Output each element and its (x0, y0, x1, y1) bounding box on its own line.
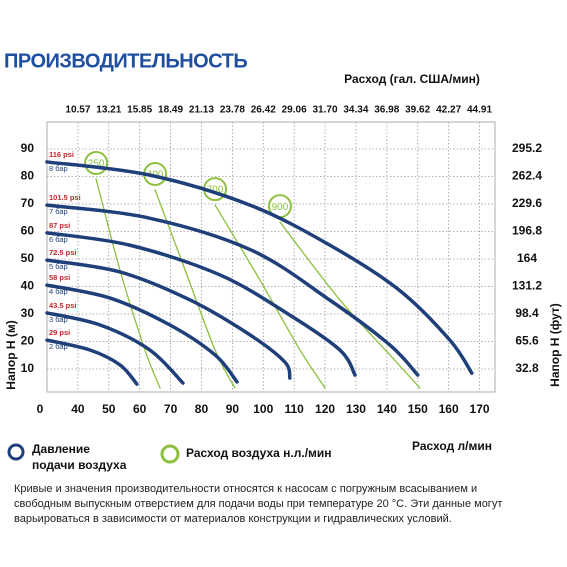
x-tick-label: 150 (408, 402, 428, 416)
psi-label: 87 psi (49, 221, 70, 230)
y2-tick-label: 295.2 (512, 141, 542, 155)
x-tick-label: 130 (346, 402, 366, 416)
x2-tick-label: 44.91 (467, 105, 492, 116)
pressure-curve (45, 203, 420, 377)
y-tick-label: 40 (21, 279, 35, 293)
y2-tick-label: 65.6 (515, 334, 539, 348)
x-axis-title: Расход л/мин (412, 439, 492, 453)
x-tick-label: 40 (71, 402, 85, 416)
series-label: 5 бар (49, 262, 68, 271)
air-flow-curve (214, 204, 326, 389)
y2-tick-label: 98.4 (515, 306, 539, 320)
series-label: 8 бар (49, 164, 68, 173)
y2-tick-label: 164 (517, 251, 537, 265)
pressure-curve (45, 258, 292, 380)
x2-tick-label: 39.62 (405, 105, 430, 116)
x2-tick-label: 15.85 (127, 105, 152, 116)
x-tick-label: 110 (284, 402, 304, 416)
pressure-curve (45, 160, 474, 375)
y2-tick-label: 32.8 (515, 361, 539, 375)
y2-tick-label: 131.2 (512, 279, 542, 293)
footnote: Кривые и значения производительности отн… (14, 483, 503, 525)
psi-label: 58 psi (49, 273, 70, 282)
y-tick-label: 30 (21, 306, 35, 320)
origin-label: 0 (37, 402, 44, 416)
x2-tick-label: 29.06 (282, 105, 307, 116)
x2-tick-label: 13.21 (96, 105, 121, 116)
y2-tick-label: 229.6 (512, 196, 542, 210)
psi-label: 72.5 psi (49, 248, 77, 257)
air-flow-label: 250 (88, 159, 105, 170)
pressure-curve (45, 311, 185, 385)
y-tick-label: 90 (21, 141, 35, 155)
y2-tick-label: 262.4 (512, 169, 542, 183)
y-tick-label: 50 (21, 251, 35, 265)
series-label: 3 бар (49, 315, 68, 324)
plot-frame (46, 121, 496, 393)
x-tick-label: 50 (102, 402, 116, 416)
legend-label: Давление (32, 442, 90, 456)
x-tick-label: 70 (164, 402, 178, 416)
x2-tick-label: 34.34 (343, 105, 368, 116)
psi-label: 43.5 psi (49, 301, 77, 310)
y-tick-label: 70 (21, 196, 35, 210)
x2-tick-label: 42.27 (436, 105, 461, 116)
series-label: 4 бар (49, 287, 68, 296)
pressure-curve (45, 283, 239, 384)
air-flow-label: 700 (207, 185, 224, 196)
pressure-curve (45, 338, 139, 386)
series-label: 7 бар (49, 207, 68, 216)
psi-label: 116 psi (49, 150, 74, 159)
x-tick-label: 100 (253, 402, 273, 416)
y-tick-label: 20 (21, 334, 35, 348)
series-label: 2 бар (49, 342, 68, 351)
series-label: 6 бар (49, 235, 68, 244)
legend-swatch (7, 443, 25, 461)
x-tick-label: 120 (315, 402, 335, 416)
y2-axis-title: Напор H (фут) (548, 303, 562, 387)
legend-swatch (160, 444, 180, 464)
pressure-curve (45, 231, 357, 377)
x-tick-label: 140 (377, 402, 397, 416)
x-tick-label: 80 (195, 402, 209, 416)
chart-title: ПРОИЗВОДИТЕЛЬНОСТЬ (4, 50, 247, 72)
y-tick-label: 60 (21, 224, 35, 238)
x2-tick-label: 10.57 (65, 105, 90, 116)
x-tick-label: 90 (226, 402, 240, 416)
legend-label: подачи воздуха (32, 458, 127, 472)
y-tick-label: 10 (21, 361, 35, 375)
y2-tick-label: 196.8 (512, 224, 542, 238)
x2-tick-label: 26.42 (251, 105, 276, 116)
x2-tick-label: 21.13 (189, 105, 214, 116)
x2-axis-title: Расход (гал. США/мин) (344, 72, 480, 86)
x2-tick-label: 18.49 (158, 105, 183, 116)
x2-tick-label: 36.98 (374, 105, 399, 116)
psi-label: 101.5 psi (49, 193, 81, 202)
y-axis-title: Напор H (м) (4, 320, 18, 389)
x2-tick-label: 31.70 (313, 105, 338, 116)
x-tick-label: 170 (470, 402, 490, 416)
legend-label: Расход воздуха н.л./мин (186, 446, 332, 460)
air-flow-label: 900 (272, 202, 289, 213)
x-tick-label: 60 (133, 402, 147, 416)
x-tick-label: 160 (439, 402, 459, 416)
psi-label: 29 psi (49, 328, 70, 337)
y-tick-label: 80 (21, 169, 35, 183)
x2-tick-label: 23.78 (220, 105, 245, 116)
